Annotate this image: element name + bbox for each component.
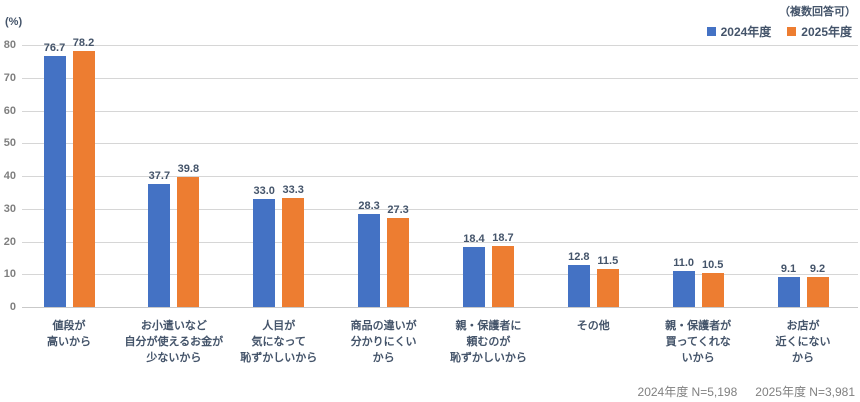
y-tick-label-70: 70 <box>3 71 16 84</box>
bar-value-2024年度-cat5: 18.4 <box>463 232 485 245</box>
legend-swatch-2024 <box>706 27 716 36</box>
bar-2025年度-cat2 <box>177 176 200 307</box>
gridline-80 <box>22 45 858 46</box>
y-tick-label-30: 30 <box>3 202 16 215</box>
legend-item-2024: 2024年度 <box>706 23 772 40</box>
gridline-0 <box>22 307 858 308</box>
bar-value-2025年度-cat3: 33.3 <box>282 183 304 196</box>
category-label-1: 値段が 高いから <box>47 320 91 348</box>
bar-value-2025年度-cat4: 27.3 <box>387 203 409 216</box>
bar-2024年度-cat2 <box>148 183 171 307</box>
bar-value-2024年度-cat6: 12.8 <box>568 251 590 264</box>
category-label-6: その他 <box>576 320 610 332</box>
bar-2025年度-cat3 <box>282 197 305 307</box>
bar-value-2025年度-cat6: 11.5 <box>597 255 619 268</box>
gridline-70 <box>22 77 858 79</box>
bar-value-2025年度-cat8: 9.2 <box>809 262 826 275</box>
y-axis-unit-label: (%) <box>5 16 23 28</box>
sample-size-2025: 2025年度 N=3,981 <box>755 385 855 399</box>
bar-2024年度-cat6 <box>567 265 590 307</box>
bar-value-2024年度-cat4: 28.3 <box>358 200 380 213</box>
gridline-40 <box>22 176 858 177</box>
gridline-20 <box>22 241 858 243</box>
y-tick-label-80: 80 <box>3 39 16 51</box>
category-label-4: 商品の違いが 分かりにくい から <box>350 320 417 364</box>
bar-2025年度-cat1 <box>72 50 95 307</box>
plot-area: 76.7 78.2 37.7 39.8 33.0 33.3 28.3 27.3 18.4 18.7… <box>22 37 858 308</box>
bar-2025年度-cat7 <box>701 272 724 307</box>
bar-2024年度-cat7 <box>672 270 695 307</box>
bar-2025年度-cat8 <box>806 276 829 307</box>
y-tick-label-60: 60 <box>3 104 16 117</box>
bar-value-2025年度-cat7: 10.5 <box>701 258 724 271</box>
bar-2024年度-cat8 <box>777 277 800 307</box>
multiple-answers-note: （複数回答可） <box>779 6 856 18</box>
bar-2024年度-cat1 <box>43 55 66 307</box>
y-tick-label-0: 0 <box>9 301 16 313</box>
sample-size-2024: 2024年度 N=5,198 <box>637 385 738 399</box>
bar-value-2024年度-cat1: 76.7 <box>43 41 66 54</box>
gridline-50 <box>22 143 858 145</box>
bar-value-2025年度-cat1: 78.2 <box>72 36 95 49</box>
legend-item-2025: 2025年度 <box>787 23 852 40</box>
category-label-3: 人目が 気になって 恥ずかしいから <box>240 320 318 364</box>
category-label-7: 親・保護者が 買ってくれな いから <box>665 320 732 364</box>
bar-value-2024年度-cat8: 9.1 <box>780 263 797 276</box>
bar-2025年度-cat5 <box>491 245 514 307</box>
y-tick-label-10: 10 <box>3 268 16 281</box>
bar-value-2024年度-cat3: 33.0 <box>253 184 275 197</box>
bar-2024年度-cat5 <box>462 246 485 307</box>
bar-value-2025年度-cat2: 39.8 <box>177 162 200 175</box>
legend-label-2024: 2024年度 <box>720 25 772 39</box>
y-tick-label-50: 50 <box>3 137 16 150</box>
y-tick-label-40: 40 <box>3 170 16 182</box>
chart-legend: 2024年度 2025年度 <box>706 23 852 40</box>
legend-swatch-2025 <box>787 27 797 36</box>
category-label-5: 親・保護者に 頼むのが 恥ずかしいから <box>449 320 527 364</box>
legend-label-2025: 2025年度 <box>801 25 852 39</box>
bar-2025年度-cat6 <box>596 269 619 307</box>
bar-2024年度-cat4 <box>358 214 381 307</box>
gridline-60 <box>22 110 858 112</box>
bar-2024年度-cat3 <box>253 198 276 307</box>
category-label-8: お店が 近くにない から <box>775 320 831 364</box>
bar-value-2024年度-cat2: 37.7 <box>148 169 171 182</box>
bar-2025年度-cat4 <box>387 217 410 307</box>
bar-value-2025年度-cat5: 18.7 <box>492 231 514 244</box>
gridline-10 <box>22 274 858 276</box>
gridline-30 <box>22 208 858 210</box>
category-label-2: お小遣いなど 自分が使えるお金が 少ないから <box>124 320 224 364</box>
bar-value-2024年度-cat7: 11.0 <box>673 256 695 269</box>
y-tick-label-20: 20 <box>3 235 16 248</box>
sample-size-note: 2024年度 N=5,198 2025年度 N=3,981 <box>638 383 855 400</box>
